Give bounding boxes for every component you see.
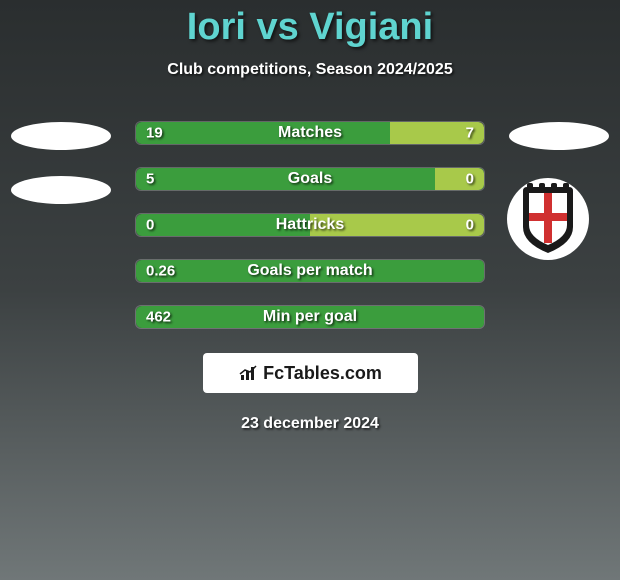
stat-value-right: 0	[466, 217, 474, 234]
stat-row: 5 Goals 0	[135, 167, 485, 191]
stat-label: Goals per match	[136, 262, 484, 280]
date-label: 23 december 2024	[0, 415, 620, 433]
player-left-badge-1	[11, 122, 111, 150]
player-left-badge-2	[11, 176, 111, 204]
stat-row: 462 Min per goal	[135, 305, 485, 329]
stat-value-right: 7	[466, 125, 474, 142]
watermark-text: FcTables.com	[263, 363, 382, 384]
player-right-badge-1	[509, 122, 609, 150]
stat-row: 19 Matches 7	[135, 121, 485, 145]
stat-row: 0.26 Goals per match	[135, 259, 485, 283]
page-title: Iori vs Vigiani	[0, 0, 620, 49]
stat-row: 0 Hattricks 0	[135, 213, 485, 237]
subtitle: Club competitions, Season 2024/2025	[0, 61, 620, 79]
stat-value-right: 0	[466, 171, 474, 188]
chart-icon	[238, 365, 258, 381]
club-crest	[507, 178, 589, 260]
stat-label: Matches	[136, 124, 484, 142]
stat-label: Goals	[136, 170, 484, 188]
watermark[interactable]: FcTables.com	[203, 353, 418, 393]
stat-label: Hattricks	[136, 216, 484, 234]
stat-label: Min per goal	[136, 308, 484, 326]
